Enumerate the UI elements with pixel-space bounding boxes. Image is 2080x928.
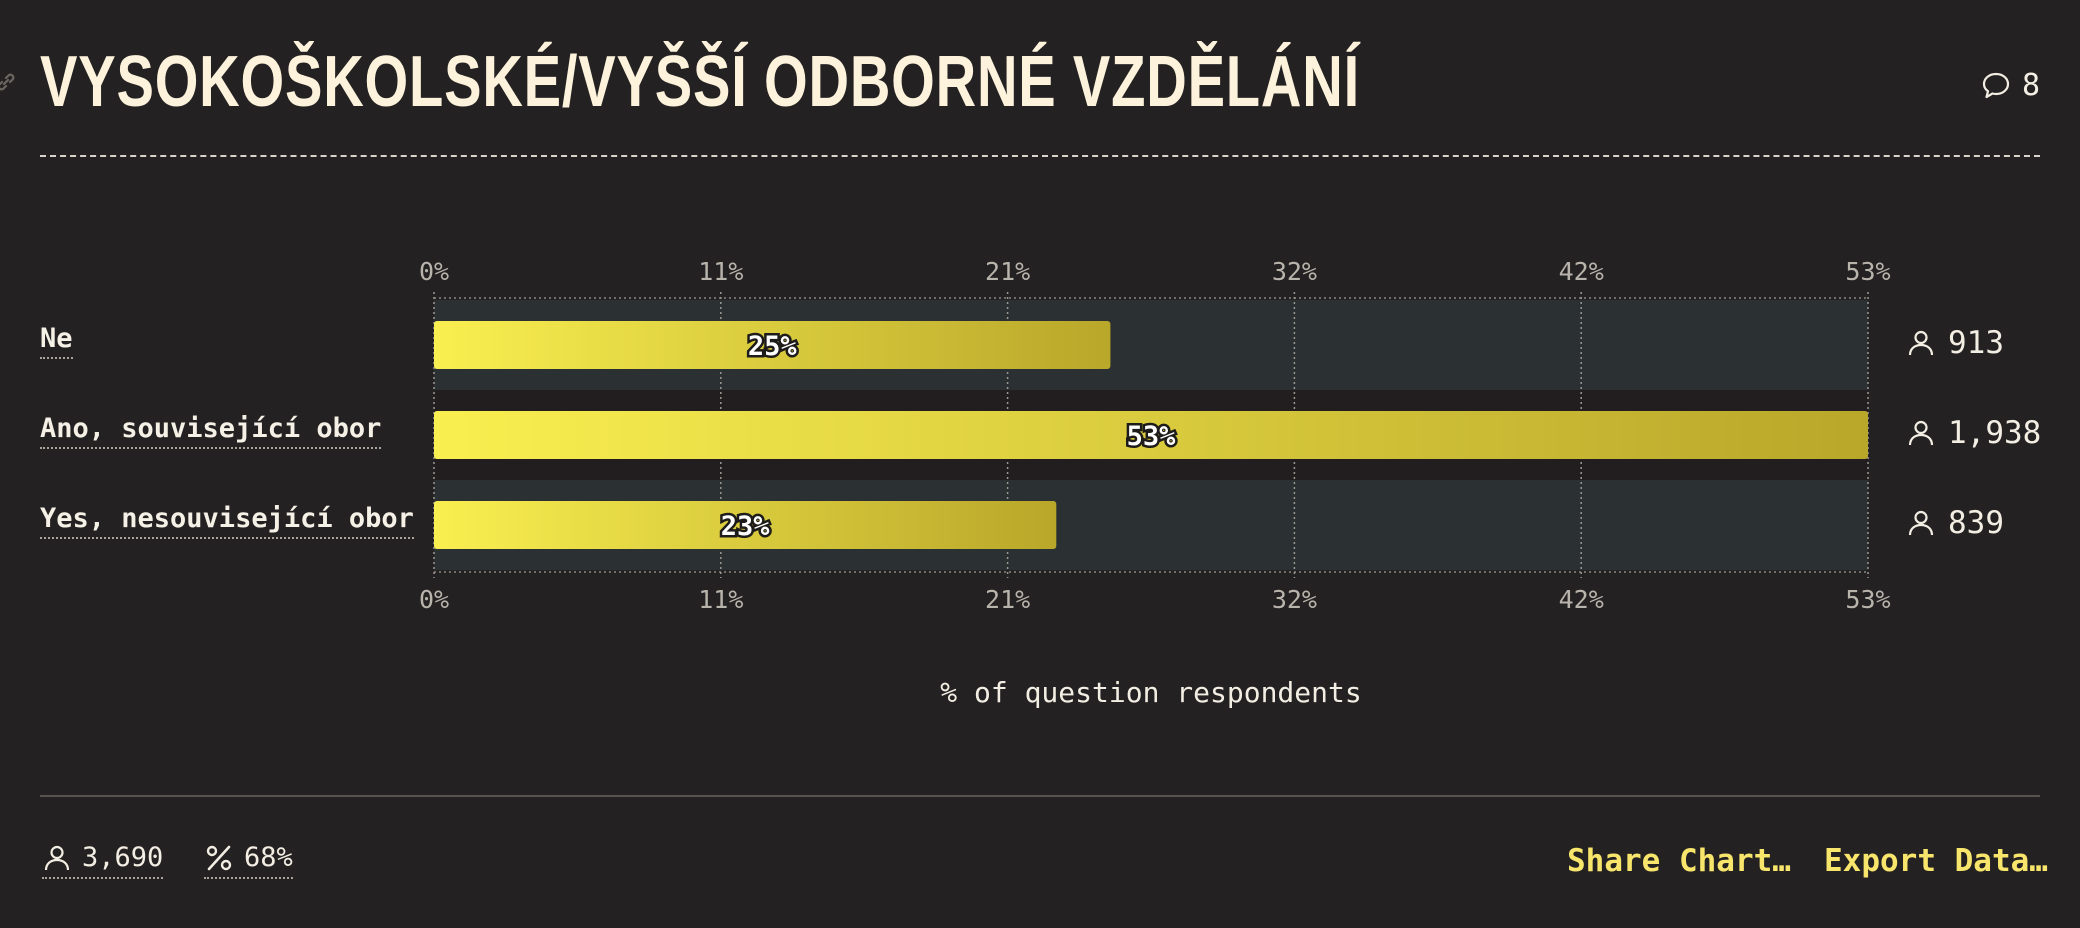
x-tick-label-top: 32% [1272, 257, 1317, 286]
title-divider [40, 155, 2040, 157]
respondent-count-value: 839 [1948, 505, 2004, 541]
respondent-count-value: 1,938 [1948, 415, 2042, 451]
footer-divider [40, 795, 2040, 797]
export-data-button[interactable]: Export Data… [1824, 843, 2048, 879]
total-respondents-value: 3,690 [82, 842, 164, 873]
x-tick-label-top: 53% [1845, 257, 1890, 286]
respondent-count: 1,938 [1906, 415, 2041, 451]
person-icon [1908, 420, 1934, 446]
comments-button[interactable]: 8 [1980, 68, 2040, 103]
page-title: VYSOKOŠKOLSKÉ/VYŠŠÍ ODBORNÉ VZDĚLÁNÍ [40, 42, 1360, 122]
bar-value-label: 25% [748, 331, 798, 362]
x-tick-label-bottom: 0% [419, 585, 449, 614]
response-rate[interactable]: 68% [204, 842, 293, 879]
respondent-count: 839 [1906, 505, 2004, 541]
x-tick-label-bottom: 32% [1272, 585, 1317, 614]
bar-value-label: 23% [721, 511, 771, 542]
category-label[interactable]: Yes, nesouvisející obor [40, 503, 414, 539]
percent-icon [206, 845, 232, 870]
link-icon[interactable] [0, 70, 18, 94]
bar[interactable] [434, 411, 1868, 459]
x-tick-label-top: 42% [1559, 257, 1604, 286]
comment-icon [1982, 72, 2010, 98]
share-chart-button[interactable]: Share Chart… [1567, 843, 1791, 879]
total-respondents[interactable]: 3,690 [42, 842, 164, 879]
bar[interactable] [434, 501, 1057, 549]
x-axis-title: % of question respondents [940, 676, 1362, 709]
person-icon [44, 845, 70, 870]
respondent-count-value: 913 [1948, 325, 2004, 361]
x-tick-label-bottom: 21% [985, 585, 1030, 614]
x-tick-label-top: 21% [985, 257, 1030, 286]
category-label[interactable]: Ne [40, 323, 73, 359]
person-icon [1908, 510, 1934, 536]
x-tick-label-top: 0% [419, 257, 449, 286]
comment-count: 8 [2021, 68, 2040, 103]
bar[interactable] [434, 321, 1111, 369]
category-label[interactable]: Ano, související obor [40, 413, 382, 449]
x-tick-label-bottom: 53% [1845, 585, 1890, 614]
x-tick-label-top: 11% [698, 257, 743, 286]
respondent-count: 913 [1906, 325, 2004, 361]
person-icon [1908, 330, 1934, 356]
x-tick-label-bottom: 42% [1559, 585, 1604, 614]
response-rate-value: 68% [244, 842, 293, 873]
x-tick-label-bottom: 11% [698, 585, 743, 614]
bar-value-label: 53% [1127, 421, 1177, 452]
